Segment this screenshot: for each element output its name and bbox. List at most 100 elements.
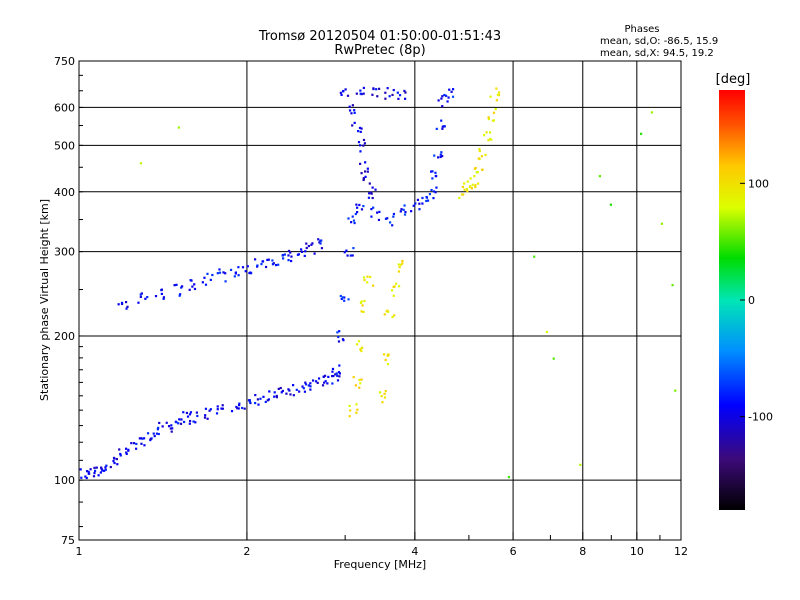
data-point [393, 314, 396, 317]
data-point [358, 203, 361, 207]
data-point [320, 239, 323, 242]
data-point [103, 469, 106, 472]
data-point [139, 293, 142, 296]
y-tick-label: 300 [54, 246, 75, 259]
data-point [144, 297, 147, 300]
data-point [362, 144, 365, 147]
data-point [196, 414, 199, 418]
data-point [372, 206, 375, 209]
data-point [410, 210, 413, 213]
data-point [266, 399, 269, 402]
data-point [443, 93, 446, 97]
data-point [180, 286, 183, 289]
y-tick-label: 750 [54, 55, 75, 68]
data-point [322, 375, 325, 378]
data-point [216, 272, 219, 275]
data-point [115, 457, 118, 461]
data-point [179, 422, 183, 425]
data-point [461, 185, 465, 189]
data-point [125, 307, 128, 310]
data-point [471, 183, 474, 186]
data-point [466, 190, 469, 193]
data-point [357, 141, 361, 144]
data-point [338, 330, 341, 333]
data-point [431, 170, 434, 173]
data-point [361, 304, 364, 307]
data-point [218, 271, 222, 274]
data-point [397, 263, 400, 266]
data-point [244, 270, 247, 273]
data-point [256, 264, 259, 267]
x-tick-label: 4 [411, 545, 418, 558]
data-point [435, 186, 438, 189]
data-point [295, 388, 298, 391]
data-point [483, 134, 486, 137]
data-point [237, 407, 240, 410]
data-point [141, 437, 144, 440]
data-point [281, 389, 284, 393]
data-point [271, 263, 275, 266]
data-point [399, 210, 402, 213]
data-point [352, 376, 355, 379]
data-point [341, 296, 344, 299]
data-point [165, 421, 168, 424]
data-point [134, 447, 138, 450]
data-point [289, 251, 292, 254]
data-point [355, 343, 359, 346]
data-point [193, 287, 197, 291]
data-point [391, 315, 394, 319]
data-point [167, 425, 171, 428]
phases-title: Phases [624, 24, 659, 35]
data-point [277, 387, 280, 390]
data-point [204, 407, 208, 410]
data-point [370, 192, 373, 195]
colorbar-ticks: 100 0 -100 [740, 177, 773, 424]
data-point [317, 238, 320, 241]
data-point [351, 254, 354, 257]
data-point [356, 408, 359, 411]
data-point [309, 382, 312, 385]
data-point [366, 170, 369, 173]
data-point [350, 221, 353, 224]
data-point [392, 294, 395, 297]
data-point [331, 367, 335, 371]
data-point [362, 92, 365, 95]
data-point [180, 418, 183, 421]
data-point [95, 466, 98, 469]
data-point [195, 411, 198, 414]
data-point [474, 184, 477, 187]
data-point [360, 378, 363, 381]
chart-subtitle: RwPretec (8p) [334, 43, 425, 58]
data-point [440, 151, 443, 154]
data-point [85, 476, 88, 480]
data-point [209, 278, 212, 281]
data-point [388, 95, 391, 98]
data-point [161, 425, 164, 428]
data-point [337, 370, 341, 374]
data-point [395, 282, 398, 285]
data-point [127, 449, 130, 452]
data-point [193, 283, 196, 286]
data-point [303, 254, 306, 258]
data-point [204, 283, 208, 286]
data-point [175, 421, 178, 424]
data-point [414, 202, 417, 205]
data-point [201, 281, 204, 284]
data-point [235, 405, 238, 409]
data-point [421, 202, 424, 205]
data-point [362, 177, 365, 180]
data-point [598, 175, 602, 178]
data-point [353, 109, 356, 112]
data-point [281, 257, 285, 260]
data-point [450, 90, 453, 93]
data-point [338, 372, 342, 375]
data-point [441, 154, 444, 158]
data-point [155, 432, 159, 435]
data-point [89, 468, 92, 471]
data-point [386, 309, 389, 312]
data-point [356, 206, 359, 209]
data-point [371, 186, 374, 189]
data-point [304, 383, 308, 386]
data-points [79, 86, 677, 480]
data-point [462, 193, 465, 196]
